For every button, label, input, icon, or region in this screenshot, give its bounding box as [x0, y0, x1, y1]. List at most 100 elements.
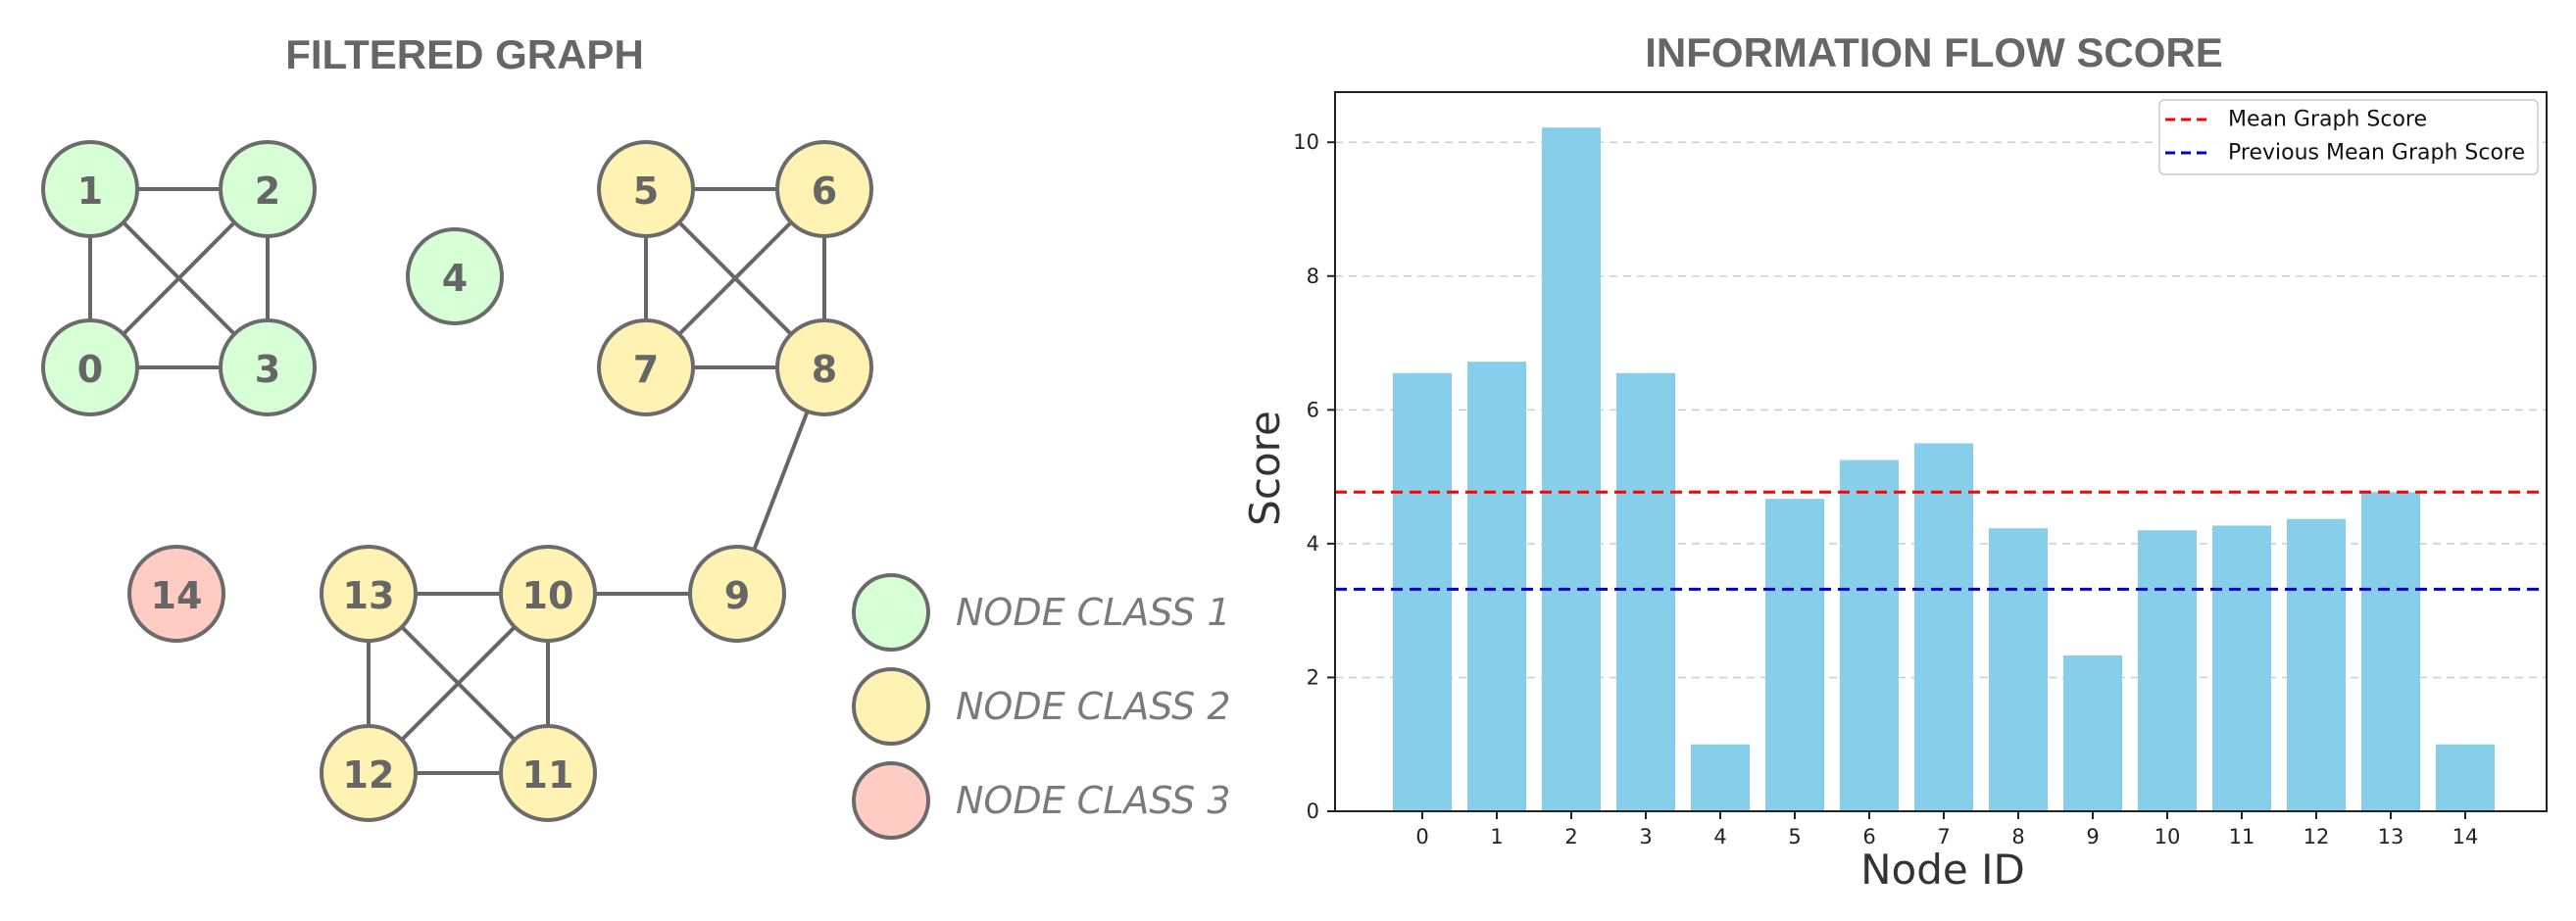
legend-swatch: [852, 667, 930, 746]
node-circle: [499, 545, 597, 643]
bar-node-6: [1840, 460, 1899, 811]
node-8: 8: [775, 318, 873, 416]
node-circle: [597, 140, 695, 238]
bar-node-7: [1914, 443, 1973, 811]
node-label: 10: [522, 574, 574, 617]
node-label: 11: [522, 753, 574, 797]
x-tick-label-7: 7: [1937, 825, 1950, 848]
node-13: 13: [320, 545, 418, 643]
legend-label: NODE CLASS 2: [956, 685, 1231, 728]
node-circle: [320, 545, 418, 643]
node-label: 12: [343, 753, 395, 797]
x-axis-label: Node ID: [1860, 846, 2025, 894]
node-label: 8: [812, 348, 837, 391]
node-1: 1: [41, 140, 139, 238]
reference-lines: [1335, 490, 2547, 591]
y-axis-label: Score: [1241, 411, 1289, 526]
node-label: 6: [812, 170, 837, 213]
node-label: 3: [255, 348, 280, 391]
x-tick-label-12: 12: [2304, 825, 2330, 848]
plot-frame: [1334, 91, 2548, 812]
y-tick-label-4: 4: [1307, 532, 1319, 556]
x-tick-label-6: 6: [1862, 825, 1875, 848]
x-tick-label-11: 11: [2229, 825, 2255, 848]
x-tick-label-3: 3: [1639, 825, 1652, 848]
node-2: 2: [219, 140, 317, 238]
x-tick-label-0: 0: [1415, 825, 1428, 848]
legend-item-class-3: NODE CLASS 3: [852, 761, 1231, 840]
chart-legend-box: [2158, 99, 2539, 175]
node-7: 7: [597, 318, 695, 416]
bar-node-9: [2063, 654, 2122, 811]
node-circle: [41, 318, 139, 416]
node-9: 9: [688, 545, 786, 643]
y-tick-label-10: 10: [1293, 130, 1319, 154]
chart-legend-label: Mean Graph Score: [2228, 108, 2427, 132]
bar-node-10: [2138, 530, 2197, 811]
x-tick-label-2: 2: [1564, 825, 1577, 848]
node-circle: [688, 545, 786, 643]
y-tick-label-8: 8: [1307, 265, 1319, 288]
legend-swatch: [852, 573, 930, 652]
chart-legend-label: Previous Mean Graph Score: [2228, 141, 2525, 166]
node-label: 9: [724, 574, 750, 617]
node-circle: [406, 227, 504, 325]
node-3: 3: [219, 318, 317, 416]
bar-node-1: [1467, 362, 1526, 811]
y-tick-label-6: 6: [1307, 398, 1319, 421]
node-circle: [597, 318, 695, 416]
node-circle: [127, 545, 225, 643]
x-tick-label-10: 10: [2155, 825, 2181, 848]
legend-swatch: [852, 761, 930, 840]
bar-node-5: [1765, 499, 1824, 811]
legend-label: NODE CLASS 3: [956, 779, 1231, 822]
bar-node-12: [2287, 518, 2346, 811]
node-circle: [219, 318, 317, 416]
node-label: 4: [442, 257, 468, 300]
bar-node-11: [2212, 525, 2271, 811]
x-tick-label-14: 14: [2452, 825, 2479, 848]
node-6: 6: [775, 140, 873, 238]
node-circle: [219, 140, 317, 238]
node-0: 0: [41, 318, 139, 416]
node-12: 12: [320, 724, 418, 822]
node-14: 14: [127, 545, 225, 643]
x-tick-label-8: 8: [2011, 825, 2024, 848]
node-11: 11: [499, 724, 597, 822]
x-tick-label-13: 13: [2378, 825, 2404, 848]
y-tick-label-2: 2: [1307, 665, 1319, 689]
bar-node-8: [1989, 528, 2048, 811]
legend-item-class-2: NODE CLASS 2: [852, 667, 1231, 746]
chart-title: INFORMATION FLOW SCORE: [1645, 29, 2223, 75]
node-label: 1: [77, 170, 103, 213]
node-circle: [320, 724, 418, 822]
x-tick-label-5: 5: [1788, 825, 1801, 848]
node-circle: [41, 140, 139, 238]
bar-node-0: [1393, 372, 1452, 811]
bar-node-3: [1616, 372, 1675, 811]
node-label: 0: [77, 348, 103, 391]
node-label: 5: [633, 170, 659, 213]
bar-node-14: [2436, 744, 2495, 811]
legend-label: NODE CLASS 1: [956, 591, 1231, 634]
node-label: 7: [633, 348, 659, 391]
graph-panel-title: FILTERED GRAPH: [285, 31, 644, 77]
bar-node-4: [1691, 744, 1750, 811]
legend-item-class-1: NODE CLASS 1: [852, 573, 1231, 652]
node-5: 5: [597, 140, 695, 238]
node-circle: [775, 140, 873, 238]
y-axis-ticks: 0 2 4 6 8 10: [1293, 130, 1335, 823]
node-label: 14: [151, 574, 203, 617]
chart-legend: Mean Graph Score Previous Mean Graph Scor…: [2158, 99, 2539, 175]
x-tick-label-1: 1: [1490, 825, 1503, 848]
x-tick-label-4: 4: [1713, 825, 1726, 848]
x-axis-ticks: 0 1 2 3 4 5 6 7 8 9 10 11 12 13 14: [1415, 811, 2478, 848]
bar-node-2: [1542, 127, 1601, 811]
node-label: 13: [343, 574, 395, 617]
chart-legend-item-0: Mean Graph Score: [2165, 108, 2427, 132]
